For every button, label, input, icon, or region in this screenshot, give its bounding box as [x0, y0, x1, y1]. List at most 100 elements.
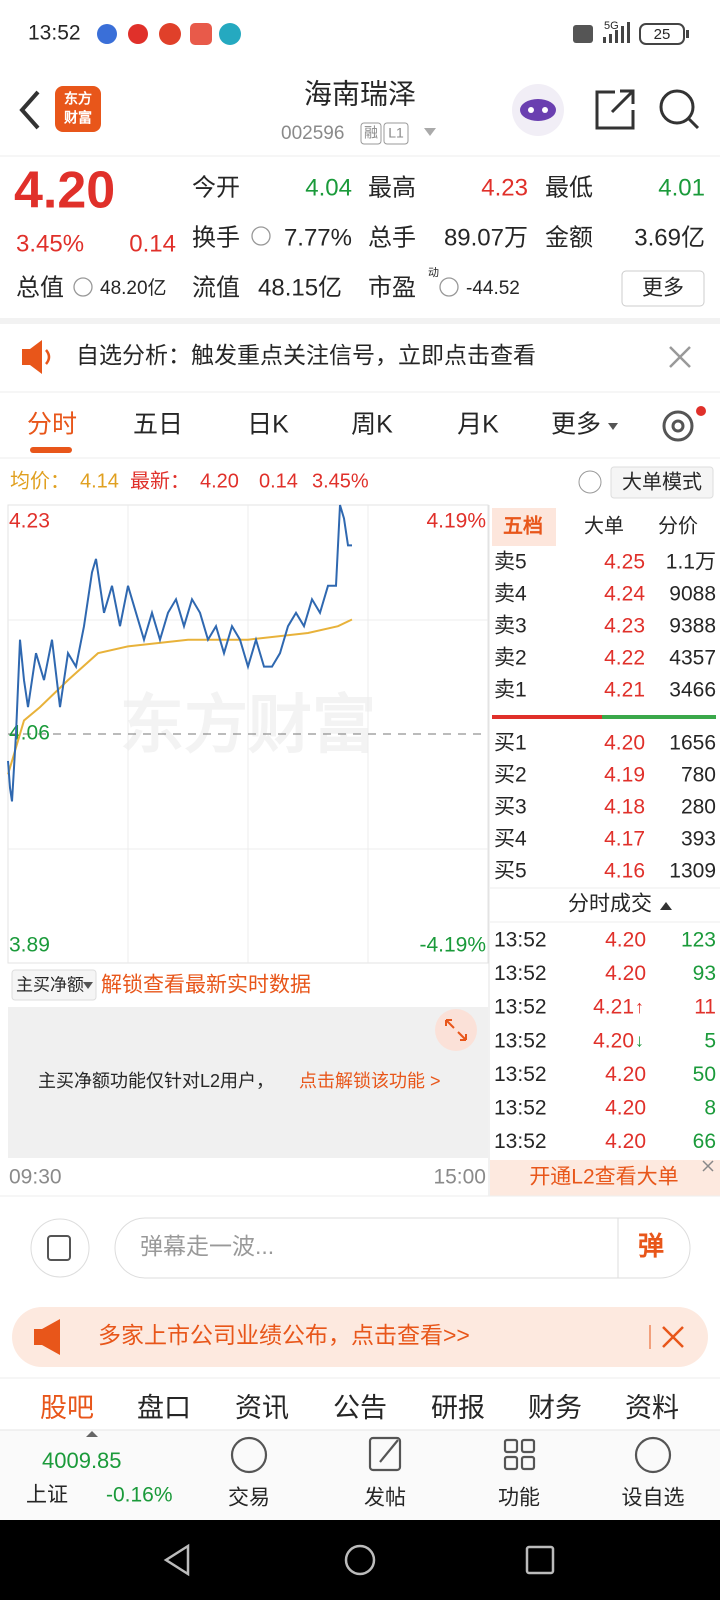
- bottom-tab[interactable]: 盘口: [137, 1393, 191, 1423]
- book-label: 买1: [494, 732, 527, 755]
- trades-sort-arrow[interactable]: [660, 902, 672, 910]
- field-value: -44.52: [466, 278, 520, 299]
- nav-item[interactable]: 设自选: [622, 1487, 685, 1510]
- field-label: 换手: [192, 224, 240, 251]
- field-value: 3.69亿: [634, 224, 705, 251]
- assistant-button[interactable]: [512, 84, 564, 136]
- field-label: 今开: [192, 174, 240, 201]
- latest-label: 最新：: [130, 469, 190, 492]
- trades-list: 13:52 4.20 123 13:52 4.20 93 13:52 4.21 ↑ 11 13:52…: [494, 929, 716, 1154]
- danmu-send[interactable]: 弹: [638, 1231, 664, 1261]
- close-l2-banner[interactable]: [702, 1160, 714, 1172]
- flow-selector[interactable]: [11, 969, 97, 1001]
- battery-tip: [686, 30, 689, 38]
- help-icon[interactable]: [578, 470, 602, 494]
- trade-price: 4.20: [605, 1130, 646, 1153]
- search-button[interactable]: [659, 89, 700, 130]
- book-label: 卖4: [494, 583, 527, 606]
- stock-code: 002596: [281, 123, 344, 144]
- locked-link[interactable]: 点击解锁该功能 >: [299, 1071, 441, 1091]
- more-button-text: 更多: [642, 277, 684, 300]
- speaker-wave: [45, 349, 51, 365]
- field-value: 4.01: [658, 174, 705, 201]
- last-price: 4.20: [14, 162, 115, 220]
- bottom-tab[interactable]: 公告: [333, 1393, 387, 1423]
- locked-text: 主买净额功能仅针对L2用户，: [38, 1071, 274, 1091]
- trade-price: 4.20: [593, 1029, 634, 1052]
- close-notice[interactable]: [669, 346, 691, 368]
- trade-time: 13:52: [494, 1029, 547, 1052]
- hd-icon: [573, 25, 593, 43]
- chart-tabs: 分时 五日 日K 周K 月K 更多: [27, 411, 601, 439]
- book-label: 卖1: [494, 679, 527, 702]
- book-volume: 1309: [669, 860, 716, 883]
- bottom-tab[interactable]: 资讯: [235, 1393, 289, 1423]
- chart-tab[interactable]: 更多: [551, 411, 601, 439]
- bottom-tab[interactable]: 股吧: [40, 1393, 94, 1423]
- field-value: 89.07万: [444, 224, 528, 251]
- book-price: 4.20: [604, 732, 645, 755]
- share-button[interactable]: [595, 89, 635, 130]
- network-type: 5G: [604, 20, 619, 32]
- book-volume: 280: [681, 796, 716, 819]
- more-button[interactable]: [621, 270, 705, 307]
- nav-item[interactable]: 交易: [228, 1487, 270, 1510]
- chart-tab[interactable]: 五日: [133, 411, 183, 439]
- danmu-input[interactable]: [114, 1217, 691, 1279]
- megaphone-icon: [34, 1319, 60, 1355]
- battery-icon: [639, 23, 685, 45]
- badge-text: L1: [388, 125, 404, 141]
- close-announcement[interactable]: [662, 1326, 684, 1348]
- status-app-icons: [97, 23, 241, 45]
- book-tab[interactable]: 五档: [503, 514, 543, 537]
- book-tab[interactable]: 分价: [658, 514, 698, 537]
- change-pct: 3.45%: [16, 230, 84, 257]
- trade-volume: 93: [693, 962, 716, 985]
- stock-name: 海南瑞泽: [304, 78, 416, 109]
- field-value: 4.23: [481, 174, 528, 201]
- back-button[interactable]: [19, 90, 40, 130]
- l2-banner[interactable]: [490, 1160, 720, 1196]
- chart-tab[interactable]: 周K: [351, 411, 393, 439]
- bottom-nav: 交易 发帖 功能 设自选: [228, 1487, 685, 1510]
- y2-tick-label: 4.19%: [426, 510, 486, 533]
- nav-item[interactable]: 功能: [498, 1487, 540, 1510]
- danmu-settings[interactable]: [30, 1218, 90, 1278]
- y-tick-label: 4.23: [9, 510, 50, 533]
- index-change: -0.16%: [106, 1484, 173, 1507]
- bottom-tab[interactable]: 资料: [625, 1393, 679, 1423]
- trade-volume: 5: [704, 1029, 716, 1052]
- mode-button[interactable]: [610, 466, 714, 499]
- book-volume: 4357: [669, 647, 716, 670]
- flow-link[interactable]: 解锁查看最新实时数据: [101, 974, 311, 997]
- logo-text: 东方: [64, 91, 92, 107]
- code-dropdown[interactable]: [424, 128, 436, 136]
- field-label: 总手: [368, 224, 416, 251]
- announcement-banner[interactable]: [12, 1307, 708, 1367]
- field-value: 4.04: [305, 174, 352, 201]
- avg-label: 均价：: [10, 469, 70, 492]
- settings-button[interactable]: [662, 406, 706, 442]
- latest-value: 4.20: [200, 470, 239, 492]
- bottom-tab[interactable]: 研报: [431, 1393, 485, 1423]
- flow-selector-text: 主买净额: [16, 975, 84, 994]
- bottom-tab[interactable]: 财务: [528, 1393, 582, 1423]
- nav-item[interactable]: 发帖: [364, 1487, 406, 1510]
- book-tab[interactable]: 大单: [584, 514, 624, 537]
- book-volume: 9088: [669, 583, 716, 606]
- latest-change-pct: 3.45%: [312, 470, 369, 492]
- book-volume: 3466: [669, 679, 716, 702]
- chart-tab[interactable]: 日K: [247, 411, 289, 439]
- index-expand[interactable]: [86, 1431, 98, 1437]
- expand-button[interactable]: [435, 1009, 477, 1051]
- latest-change: 0.14: [259, 470, 298, 492]
- status-time: 13:52: [28, 22, 81, 45]
- book-label: 买2: [494, 764, 527, 787]
- chart-tab[interactable]: 月K: [457, 411, 499, 439]
- x-tick-label: 15:00: [433, 1166, 486, 1189]
- book-price: 4.16: [604, 860, 645, 883]
- notice-text[interactable]: 自选分析：触发重点关注信号，立即点击查看: [76, 342, 536, 368]
- danmu-placeholder: 弹幕走一波...: [140, 1233, 274, 1259]
- chart-tab[interactable]: 分时: [27, 411, 77, 439]
